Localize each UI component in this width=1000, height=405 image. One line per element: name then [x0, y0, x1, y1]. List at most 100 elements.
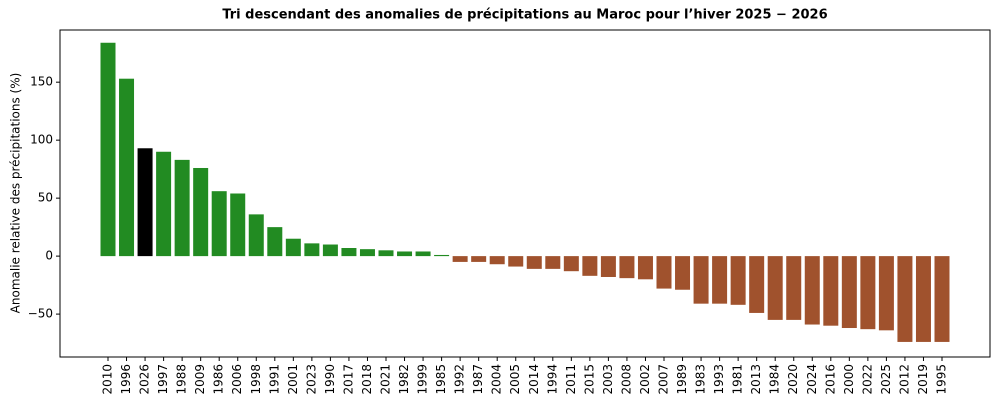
- bar: [119, 78, 135, 257]
- x-tick-label: 1991: [267, 364, 281, 395]
- x-tick-label: 2016: [823, 364, 837, 395]
- x-tick-label: 2019: [916, 364, 930, 395]
- bar: [415, 251, 431, 257]
- bar: [397, 251, 413, 257]
- x-tick-label: 2000: [842, 364, 856, 395]
- bar: [619, 256, 635, 279]
- y-tick-label: 100: [30, 133, 53, 147]
- bar: [675, 256, 691, 290]
- bar: [526, 256, 542, 269]
- x-tick-label: 2017: [341, 364, 355, 395]
- x-tick-label: 1982: [397, 364, 411, 395]
- bar: [563, 256, 579, 272]
- bar: [230, 193, 246, 257]
- x-tick-label: 2014: [527, 364, 541, 395]
- bar: [322, 244, 338, 257]
- bar: [749, 256, 765, 313]
- bar: [211, 191, 227, 257]
- x-tick-label: 1995: [935, 364, 949, 395]
- x-tick-label: 1993: [712, 364, 726, 395]
- x-tick-label: 2001: [286, 364, 300, 395]
- x-tick-label: 2025: [879, 364, 893, 395]
- y-tick-label: 0: [45, 249, 53, 263]
- x-tick-label: 1992: [453, 364, 467, 395]
- bar: [100, 42, 116, 257]
- x-tick-label: 1994: [545, 364, 559, 395]
- bar: [471, 256, 487, 262]
- bar: [786, 256, 802, 320]
- bar: [508, 256, 524, 267]
- x-tick-label: 2005: [508, 364, 522, 395]
- bar: [489, 256, 505, 265]
- x-tick-label: 2002: [638, 364, 652, 395]
- bar: [267, 227, 283, 257]
- bar: [767, 256, 783, 320]
- x-tick-label: 2008: [619, 364, 633, 395]
- x-tick-label: 2026: [138, 364, 152, 395]
- bar: [860, 256, 876, 330]
- x-tick-label: 1986: [212, 364, 226, 395]
- bar: [656, 256, 672, 289]
- bar: [193, 167, 209, 257]
- bar: [137, 148, 153, 257]
- bar: [730, 256, 746, 305]
- x-tick-label: 2018: [360, 364, 374, 395]
- bar: [841, 256, 857, 329]
- chart-title: Tri descendant des anomalies de précipit…: [222, 8, 827, 23]
- x-tick-label: 1985: [434, 364, 448, 395]
- bar: [582, 256, 598, 276]
- x-tick-label: 2024: [805, 364, 819, 395]
- bar: [378, 250, 394, 257]
- bar: [359, 249, 375, 257]
- bar: [434, 254, 450, 257]
- bar: [934, 256, 950, 342]
- x-tick-label: 2010: [101, 364, 115, 395]
- bar: [156, 151, 172, 257]
- x-tick-label: 2020: [786, 364, 800, 395]
- x-tick-label: 2011: [564, 364, 578, 395]
- x-tick-label: 2023: [304, 364, 318, 395]
- x-tick-label: 2004: [490, 364, 504, 395]
- x-tick-label: 2022: [860, 364, 874, 395]
- y-axis-label: Anomalie relative des précipitations (%): [9, 73, 23, 314]
- bar: [248, 214, 264, 257]
- x-tick-label: 2013: [749, 364, 763, 395]
- y-tick-label: 150: [30, 75, 53, 89]
- y-tick-label: 50: [38, 191, 53, 205]
- bar: [285, 238, 301, 257]
- bar: [915, 256, 931, 342]
- bar: [804, 256, 820, 325]
- bar: [693, 256, 709, 304]
- x-tick-label: 1996: [119, 364, 133, 395]
- x-tick-label: 1983: [694, 364, 708, 395]
- x-tick-label: 1999: [416, 364, 430, 395]
- x-tick-label: 1981: [731, 364, 745, 395]
- y-tick-label: −50: [28, 307, 53, 321]
- bar: [637, 256, 653, 280]
- bar: [341, 248, 357, 257]
- x-tick-label: 1987: [471, 364, 485, 395]
- bar: [823, 256, 839, 326]
- bar: [878, 256, 894, 331]
- x-tick-label: 2009: [193, 364, 207, 395]
- bar: [545, 256, 561, 269]
- x-tick-label: 2021: [379, 364, 393, 395]
- x-tick-label: 1984: [768, 364, 782, 395]
- bar: [712, 256, 728, 304]
- bar: [304, 243, 320, 257]
- bar: [452, 256, 468, 262]
- x-tick-label: 2006: [230, 364, 244, 395]
- bar: [174, 159, 190, 257]
- x-tick-label: 2015: [582, 364, 596, 395]
- x-tick-label: 1988: [175, 364, 189, 395]
- x-tick-label: 2003: [601, 364, 615, 395]
- x-tick-label: 1998: [249, 364, 263, 395]
- plot-frame: [59, 29, 991, 358]
- x-tick-label: 1989: [675, 364, 689, 395]
- x-tick-label: 2012: [897, 364, 911, 395]
- bar: [897, 256, 913, 342]
- bar: [600, 256, 616, 277]
- x-tick-label: 1997: [156, 364, 170, 395]
